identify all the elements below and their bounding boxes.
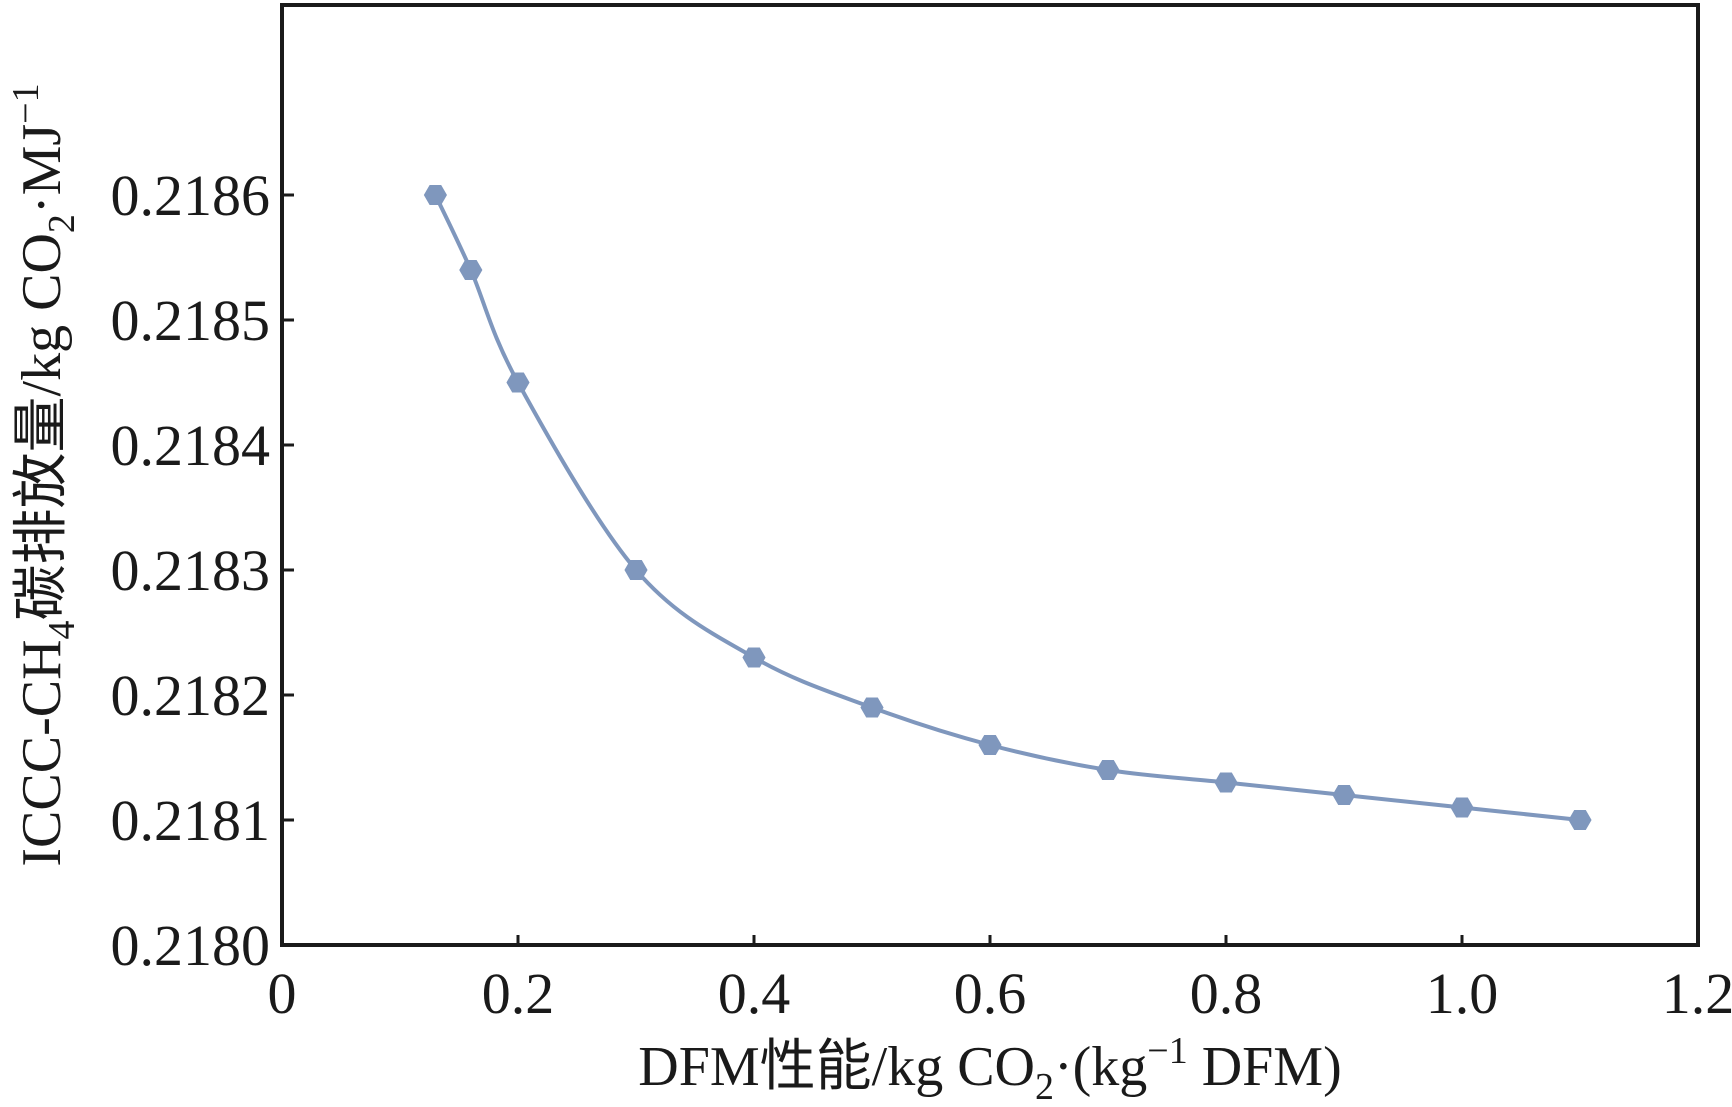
data-point <box>1568 809 1592 831</box>
series-markers <box>423 184 1592 831</box>
data-point <box>1332 784 1356 806</box>
data-point <box>1214 772 1238 793</box>
data-point <box>860 697 884 718</box>
y-axis: 0.2180 0.2181 0.2182 0.2183 0.2184 0.2185 0.21… <box>111 163 294 978</box>
data-point <box>742 647 766 668</box>
y-axis-label: ICCC-CH4碳排放量/kg CO2·MJ−1 <box>5 83 83 866</box>
data-point <box>1450 797 1474 818</box>
x-axis: 0 0.2 0.4 0.6 0.8 1.0 1.2 <box>268 935 1732 1026</box>
y-tick-label: 0.2183 <box>111 538 271 603</box>
x-tick-label: 0.4 <box>718 961 791 1026</box>
x-axis-label: DFM性能/kg CO2·(kg−1 DFM) <box>638 1030 1342 1107</box>
y-tick-label: 0.2180 <box>111 913 271 978</box>
data-point <box>506 372 530 393</box>
y-tick-label: 0.2181 <box>111 788 271 853</box>
x-tick-label: 1.0 <box>1426 961 1499 1026</box>
x-tick-label: 0 <box>268 961 297 1026</box>
data-point <box>423 184 447 206</box>
x-tick-label: 0.2 <box>482 961 555 1026</box>
series-line <box>433 194 1581 822</box>
y-tick-label: 0.2184 <box>111 413 271 478</box>
y-tick-label: 0.2186 <box>111 163 271 228</box>
data-point <box>1096 759 1120 781</box>
x-tick-label: 0.6 <box>954 961 1027 1026</box>
data-point <box>459 259 483 281</box>
data-point <box>978 734 1002 756</box>
data-point <box>624 559 648 581</box>
y-tick-label: 0.2182 <box>111 663 271 728</box>
y-tick-label: 0.2185 <box>111 288 271 353</box>
x-tick-label: 0.8 <box>1190 961 1263 1026</box>
plot-frame <box>280 3 1700 947</box>
x-tick-label: 1.2 <box>1662 961 1732 1026</box>
